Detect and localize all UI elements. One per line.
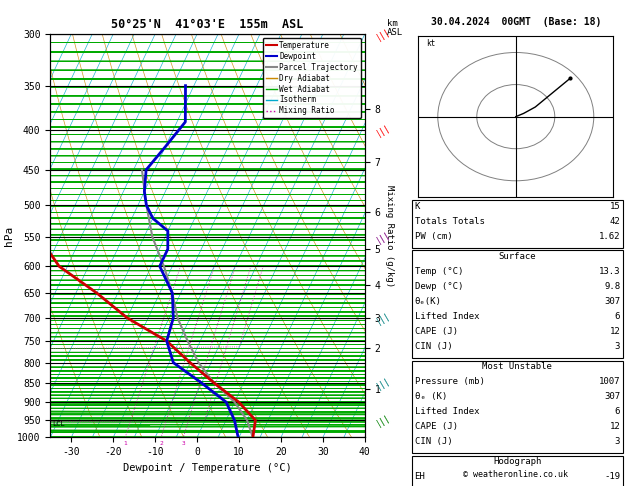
Text: 1: 1 xyxy=(123,441,127,446)
Text: Pressure (mb): Pressure (mb) xyxy=(415,377,484,386)
Text: 9.8: 9.8 xyxy=(604,282,620,291)
Y-axis label: Mixing Ratio (g/kg): Mixing Ratio (g/kg) xyxy=(386,185,394,287)
Text: θₑ (K): θₑ (K) xyxy=(415,392,447,401)
Text: CIN (J): CIN (J) xyxy=(415,342,452,351)
Title: 50°25'N  41°03'E  155m  ASL: 50°25'N 41°03'E 155m ASL xyxy=(111,18,304,32)
Text: 307: 307 xyxy=(604,392,620,401)
Text: 307: 307 xyxy=(604,297,620,306)
Text: CAPE (J): CAPE (J) xyxy=(415,422,457,432)
Text: Lifted Index: Lifted Index xyxy=(415,407,479,417)
Text: EH: EH xyxy=(415,472,425,482)
Text: -19: -19 xyxy=(604,472,620,482)
Text: 1007: 1007 xyxy=(599,377,620,386)
Y-axis label: hPa: hPa xyxy=(4,226,14,246)
Text: |||: ||| xyxy=(374,229,392,245)
Text: 12: 12 xyxy=(610,327,620,336)
Text: Temp (°C): Temp (°C) xyxy=(415,267,463,276)
Text: CAPE (J): CAPE (J) xyxy=(415,327,457,336)
X-axis label: Dewpoint / Temperature (°C): Dewpoint / Temperature (°C) xyxy=(123,463,292,473)
Text: 15: 15 xyxy=(610,202,620,211)
Text: Totals Totals: Totals Totals xyxy=(415,217,484,226)
Text: Lifted Index: Lifted Index xyxy=(415,312,479,321)
Text: 3: 3 xyxy=(181,441,185,446)
Text: kt: kt xyxy=(426,39,435,48)
Text: 1.62: 1.62 xyxy=(599,232,620,241)
Text: 6: 6 xyxy=(615,312,620,321)
Text: Surface: Surface xyxy=(499,252,536,261)
Legend: Temperature, Dewpoint, Parcel Trajectory, Dry Adiabat, Wet Adiabat, Isotherm, Mi: Temperature, Dewpoint, Parcel Trajectory… xyxy=(262,38,361,119)
Text: 42: 42 xyxy=(610,217,620,226)
Text: 3: 3 xyxy=(615,342,620,351)
Text: ASL: ASL xyxy=(387,28,403,37)
Text: K: K xyxy=(415,202,420,211)
Text: LCL: LCL xyxy=(52,421,65,427)
Text: km: km xyxy=(387,19,398,29)
Text: |||: ||| xyxy=(374,26,392,42)
Text: CIN (J): CIN (J) xyxy=(415,437,452,447)
Text: 2: 2 xyxy=(159,441,163,446)
Text: 13.3: 13.3 xyxy=(599,267,620,276)
Text: © weatheronline.co.uk: © weatheronline.co.uk xyxy=(464,469,568,479)
Text: 30.04.2024  00GMT  (Base: 18): 30.04.2024 00GMT (Base: 18) xyxy=(431,17,601,27)
Text: 3: 3 xyxy=(615,437,620,447)
Text: PW (cm): PW (cm) xyxy=(415,232,452,241)
Text: Dewp (°C): Dewp (°C) xyxy=(415,282,463,291)
Text: θₑ(K): θₑ(K) xyxy=(415,297,442,306)
Text: |||: ||| xyxy=(374,123,392,138)
Text: 6: 6 xyxy=(615,407,620,417)
Text: 12: 12 xyxy=(610,422,620,432)
Text: Most Unstable: Most Unstable xyxy=(482,362,552,371)
Text: |||: ||| xyxy=(374,310,392,326)
Text: |||: ||| xyxy=(374,375,392,391)
Text: |||: ||| xyxy=(374,413,392,428)
Text: Hodograph: Hodograph xyxy=(493,457,542,467)
